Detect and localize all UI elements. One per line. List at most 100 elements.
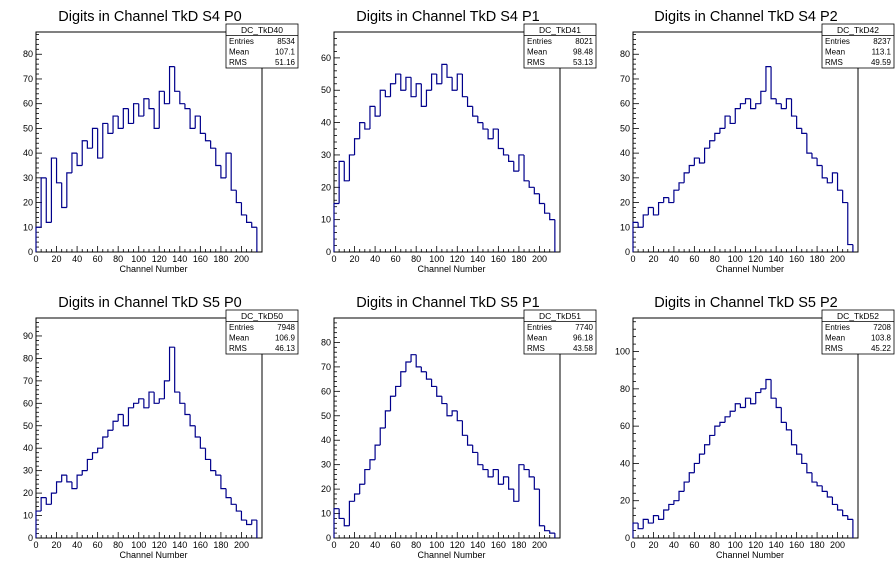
histogram-bin xyxy=(632,522,639,538)
histogram-bin xyxy=(405,361,412,372)
histogram-bin xyxy=(174,347,180,393)
x-tick-label: 200 xyxy=(234,540,249,550)
histogram-bin xyxy=(245,520,252,526)
stats-value: 98.48 xyxy=(573,48,594,57)
histogram-bin xyxy=(775,398,782,409)
histogram-bin xyxy=(688,472,695,483)
x-tick-label: 180 xyxy=(810,254,825,264)
histogram-bin xyxy=(724,115,731,129)
x-tick-label: 140 xyxy=(769,254,784,264)
histogram-bin xyxy=(523,464,530,471)
histogram-bin xyxy=(210,140,216,149)
histogram-bin xyxy=(61,182,67,209)
y-tick-label: 60 xyxy=(620,421,630,431)
histogram-panel-5: Digits in Channel TkD S5 P10 20 40 60 80 100 1… xyxy=(321,295,597,560)
histogram-bin xyxy=(112,115,119,134)
x-tick-label: 60 xyxy=(93,540,103,550)
histogram-bin xyxy=(632,221,639,252)
histogram-bin xyxy=(842,190,848,204)
histogram-bin xyxy=(179,392,185,404)
y-tick-label: 80 xyxy=(321,337,331,347)
histogram-bin xyxy=(446,403,453,417)
x-tick-label: 160 xyxy=(491,254,506,264)
y-tick-label: 10 xyxy=(23,511,33,521)
histogram-bin xyxy=(395,385,401,397)
histogram-bin xyxy=(184,103,191,110)
histogram-bin xyxy=(50,492,57,505)
stats-value: 49.59 xyxy=(871,58,892,67)
x-tick-label: 60 xyxy=(93,254,103,264)
histogram-bin xyxy=(81,470,88,476)
histogram-bin xyxy=(472,106,478,117)
histogram-bin xyxy=(379,427,386,446)
histogram-bin xyxy=(446,64,453,78)
histogram-bin xyxy=(240,202,247,216)
x-axis-label: Channel Number xyxy=(417,550,485,560)
histogram-bin xyxy=(775,98,782,105)
histogram-bin xyxy=(482,122,489,130)
x-tick-label: 80 xyxy=(113,254,123,264)
y-tick-label: 40 xyxy=(321,435,331,445)
histogram-bin xyxy=(61,474,67,482)
histogram-bin xyxy=(508,154,514,163)
histogram-bin xyxy=(45,497,52,505)
histogram-panel-4: Digits in Channel TkD S5 P00 20 40 60 80 100 1… xyxy=(23,295,299,560)
y-tick-label: 40 xyxy=(23,443,33,453)
histogram-bin xyxy=(538,489,545,527)
y-tick-label: 20 xyxy=(23,198,33,208)
histogram-bin xyxy=(189,108,196,129)
histogram-bin xyxy=(107,123,114,134)
panel-title: Digits in Channel TkD S4 P1 xyxy=(356,9,540,25)
stats-label: RMS xyxy=(825,58,843,67)
stats-box-frame xyxy=(225,23,299,69)
x-tick-label: 80 xyxy=(710,540,720,550)
histogram-bin xyxy=(148,98,155,110)
y-tick-label: 70 xyxy=(23,74,33,84)
stats-box: DC_TkD51 Entries 7740 Mean 96.18 RMS 43.58 xyxy=(523,309,597,355)
y-tick-label: 0 xyxy=(28,533,33,543)
y-tick-label: 40 xyxy=(620,148,630,158)
stats-name: DC_TkD41 xyxy=(539,25,581,35)
histogram-bin xyxy=(538,193,545,205)
stats-label: Mean xyxy=(527,334,547,343)
histogram-bin xyxy=(513,489,519,502)
histogram-bin xyxy=(338,160,345,204)
histogram-bin xyxy=(436,74,442,85)
histogram-bin xyxy=(384,410,391,428)
x-tick-label: 60 xyxy=(689,254,699,264)
y-tick-label: 70 xyxy=(321,362,331,372)
stats-value: 43.58 xyxy=(573,344,594,353)
histogram-bin xyxy=(338,508,345,520)
histogram-bin xyxy=(359,483,365,494)
histogram-bin xyxy=(220,475,227,490)
histogram-bin xyxy=(395,73,401,84)
histogram-bin xyxy=(138,398,144,404)
x-tick-label: 20 xyxy=(52,540,62,550)
histogram-bin xyxy=(765,66,772,92)
y-tick-label: 30 xyxy=(23,173,33,183)
y-tick-label: 0 xyxy=(625,247,630,257)
histogram-bin xyxy=(374,444,381,460)
histogram-bin xyxy=(230,497,237,505)
y-tick-label: 80 xyxy=(620,384,630,394)
histogram-bin xyxy=(138,103,144,117)
histogram-bin xyxy=(734,403,741,412)
x-tick-label: 40 xyxy=(370,540,380,550)
histogram-bin xyxy=(40,177,47,228)
stats-box-frame xyxy=(821,309,895,355)
y-tick-label: 60 xyxy=(321,386,331,396)
histogram-panel-3: Digits in Channel TkD S4 P20 20 40 60 80 100 1… xyxy=(620,9,895,274)
x-tick-label: 200 xyxy=(532,540,547,550)
x-tick-label: 40 xyxy=(72,254,82,264)
histogram-bin xyxy=(168,346,175,381)
x-tick-label: 100 xyxy=(131,540,146,550)
histogram-bin xyxy=(729,410,736,417)
histogram-bin xyxy=(528,180,535,188)
histogram-bin xyxy=(724,416,731,423)
panel-title: Digits in Channel TkD S5 P1 xyxy=(356,295,540,311)
histogram-bin xyxy=(668,197,674,204)
histogram-bin xyxy=(847,515,853,520)
x-tick-label: 180 xyxy=(213,254,228,264)
x-tick-label: 0 xyxy=(331,254,336,264)
y-tick-label: 40 xyxy=(23,148,33,158)
